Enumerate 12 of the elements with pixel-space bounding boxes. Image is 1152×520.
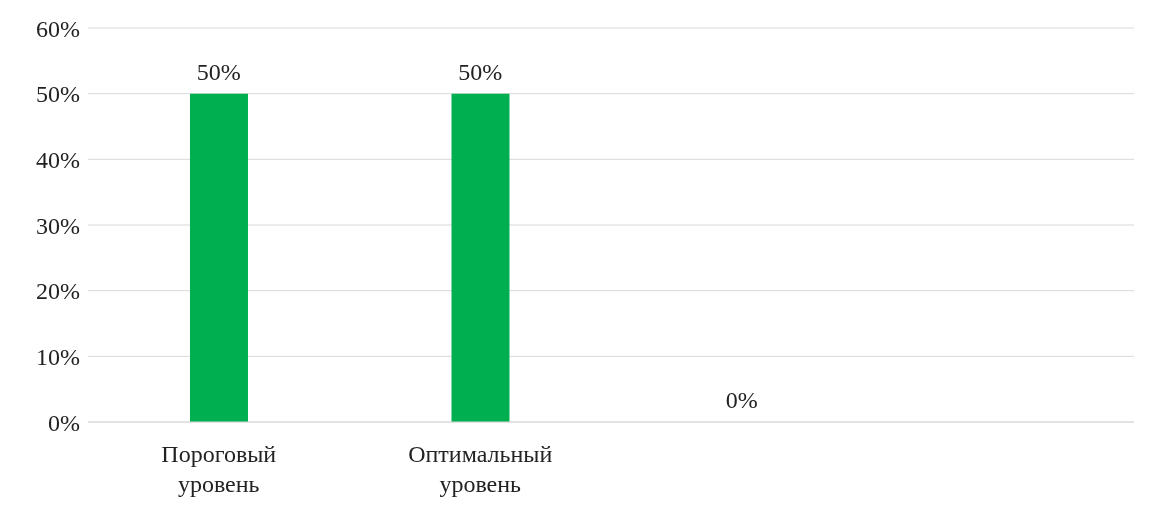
x-tick-label: Оптимальный уровень bbox=[408, 441, 553, 497]
y-tick-label: 30% bbox=[36, 212, 80, 239]
y-tick-label: 10% bbox=[36, 343, 80, 370]
y-tick-label: 50% bbox=[36, 81, 80, 108]
y-tick-label: 20% bbox=[36, 278, 80, 305]
data-label: 50% bbox=[196, 58, 241, 85]
data-label: 50% bbox=[458, 58, 503, 85]
x-tick-label: Пороговый уровень bbox=[161, 441, 277, 497]
y-tick-label: 60% bbox=[36, 15, 80, 42]
y-tick-label: 40% bbox=[36, 146, 80, 173]
y-tick-label: 0% bbox=[48, 409, 80, 436]
data-label: 0% bbox=[725, 387, 758, 413]
